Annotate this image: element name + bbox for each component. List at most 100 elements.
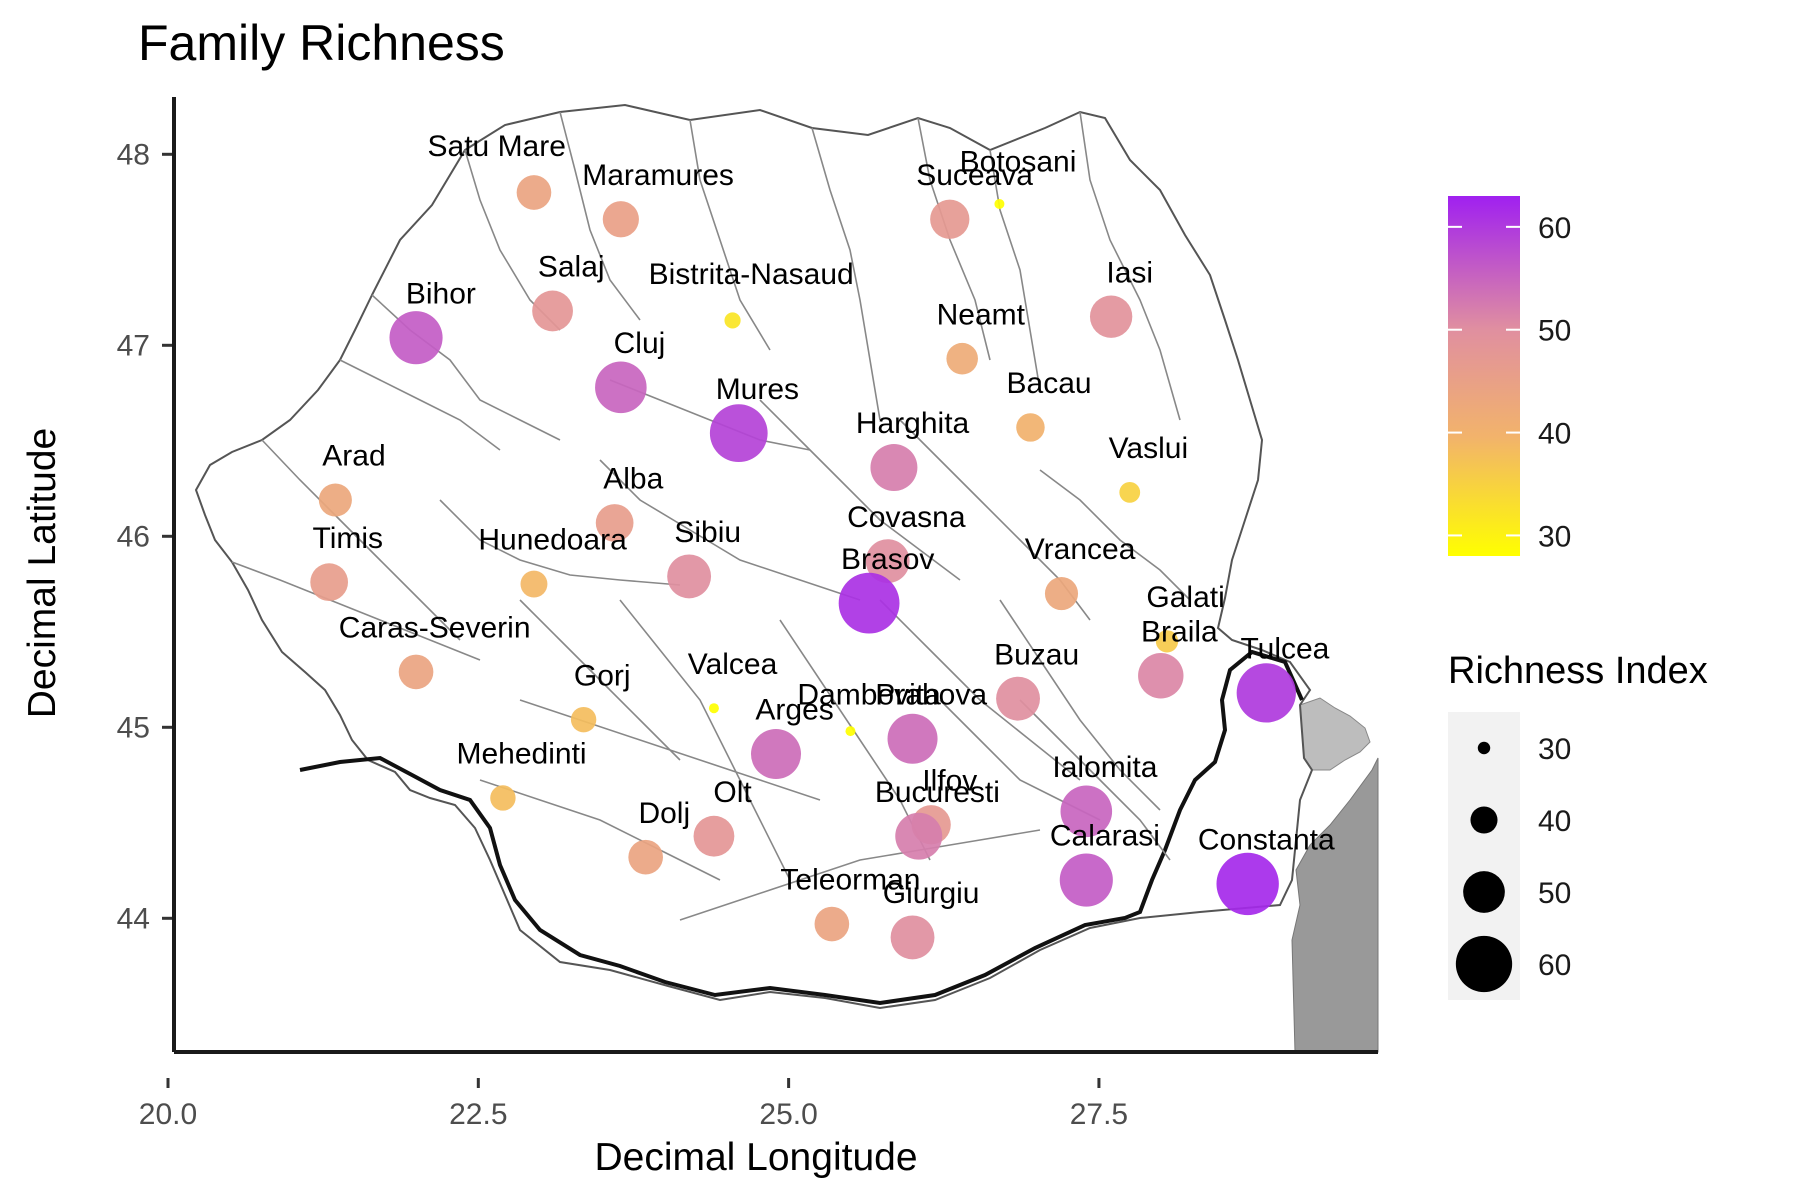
x-axis-ticks: 20.0 22.5 25.0 27.5 (139, 1078, 1128, 1131)
county-label: Valcea (688, 648, 778, 681)
county-point (709, 404, 768, 463)
county-point (865, 539, 910, 584)
county-point (994, 198, 1005, 209)
county-label: Mures (716, 373, 799, 406)
color-legend: 30 40 50 60 (1448, 196, 1571, 556)
size-legend-label: 50 (1538, 877, 1571, 910)
county-label: Suceava (916, 159, 1033, 192)
county-point (1059, 853, 1113, 907)
county-borders (231, 111, 1191, 921)
county-label: Bihor (406, 277, 476, 310)
x-tick-label: 27.5 (1070, 1098, 1128, 1131)
county-point (490, 785, 516, 811)
county-label: Iasi (1106, 256, 1153, 289)
county-point (1236, 663, 1296, 723)
county-point (667, 554, 712, 599)
county-label: Calarasi (1050, 820, 1160, 853)
y-tick-label: 45 (117, 711, 150, 744)
county-point (870, 444, 918, 492)
county-point (595, 504, 634, 542)
county-point (845, 726, 856, 737)
danube-river (299, 649, 1304, 1006)
county-point (724, 312, 741, 329)
size-legend-key (1477, 741, 1491, 755)
county-point (693, 815, 735, 857)
y-axis-title: Decimal Latitude (21, 428, 64, 718)
county-point (1089, 295, 1133, 338)
y-tick-label: 46 (117, 520, 150, 553)
county-point (1138, 653, 1184, 699)
county-point (628, 839, 663, 875)
size-legend-key (1463, 871, 1505, 913)
county-point (398, 654, 434, 690)
county-label: Vaslui (1109, 432, 1188, 465)
county-point (1119, 481, 1141, 503)
size-legend-title: Richness Index (1448, 650, 1708, 692)
county-point (1044, 577, 1079, 611)
county-point (887, 713, 938, 764)
black-sea (1291, 757, 1379, 1053)
chart-title: Family Richness (138, 15, 505, 71)
x-axis-title: Decimal Longitude (594, 1136, 917, 1179)
county-point (1060, 785, 1113, 838)
county-point (602, 201, 639, 238)
county-label: Ilfov (922, 764, 977, 797)
county-label: Timis (312, 522, 383, 555)
county-label: Brasov (841, 543, 934, 576)
county-label: Covasna (847, 501, 966, 534)
county-point (895, 812, 943, 860)
county-point (570, 706, 597, 733)
county-point (814, 906, 850, 942)
county-point (838, 572, 900, 634)
county-label: Bistrita-Nasaud (649, 258, 854, 291)
county-label: Salaj (538, 251, 605, 284)
county-label: Bucuresti (875, 776, 1000, 809)
county-label: Neamt (937, 298, 1026, 331)
size-legend-key (1455, 935, 1513, 993)
size-legend-label: 60 (1538, 949, 1571, 982)
y-axis-ticks: 44 45 46 47 48 (117, 138, 172, 935)
county-label: Satu Mare (428, 130, 566, 163)
county-label: Buzau (994, 638, 1079, 671)
county-label: Caras-Severin (339, 612, 531, 645)
county-point (318, 483, 352, 517)
county-label: Gorj (574, 659, 631, 692)
county-label: Constanta (1198, 824, 1335, 857)
county-point (708, 703, 719, 714)
county-label: Ialomita (1052, 751, 1157, 784)
county-label: Dambovita (797, 678, 941, 711)
size-legend-key (1470, 806, 1498, 834)
county-label: Prahova (875, 678, 987, 711)
county-label: Alba (603, 463, 663, 496)
basemap (194, 103, 1379, 1053)
county-point (389, 311, 443, 365)
county-label: Mehedinti (457, 738, 587, 771)
county-point (595, 361, 647, 414)
colorbar-label: 30 (1538, 520, 1571, 553)
x-tick-label: 22.5 (449, 1098, 507, 1131)
county-label: Giurgiu (883, 877, 980, 910)
county-label: Vrancea (1025, 533, 1136, 566)
county-point (930, 199, 970, 239)
colorbar (1448, 196, 1520, 556)
county-label: Hunedoara (478, 524, 627, 557)
y-tick-label: 47 (117, 329, 150, 362)
county-point (996, 676, 1040, 721)
x-tick-label: 20.0 (139, 1098, 197, 1131)
county-label: Arges (755, 694, 833, 727)
county-label: Braila (1141, 615, 1218, 648)
county-label: Botosani (960, 145, 1077, 178)
county-label: Maramures (582, 159, 734, 192)
data-points (310, 175, 1296, 960)
colorbar-label: 60 (1538, 212, 1571, 245)
y-tick-label: 44 (117, 902, 150, 935)
size-legend-label: 40 (1538, 805, 1571, 838)
county-label: Cluj (614, 327, 666, 360)
y-tick-label: 48 (117, 138, 150, 171)
county-point (516, 175, 552, 210)
county-label: Galati (1146, 581, 1224, 614)
county-point (750, 729, 802, 780)
county-label: Olt (713, 776, 752, 809)
county-point (946, 342, 978, 375)
